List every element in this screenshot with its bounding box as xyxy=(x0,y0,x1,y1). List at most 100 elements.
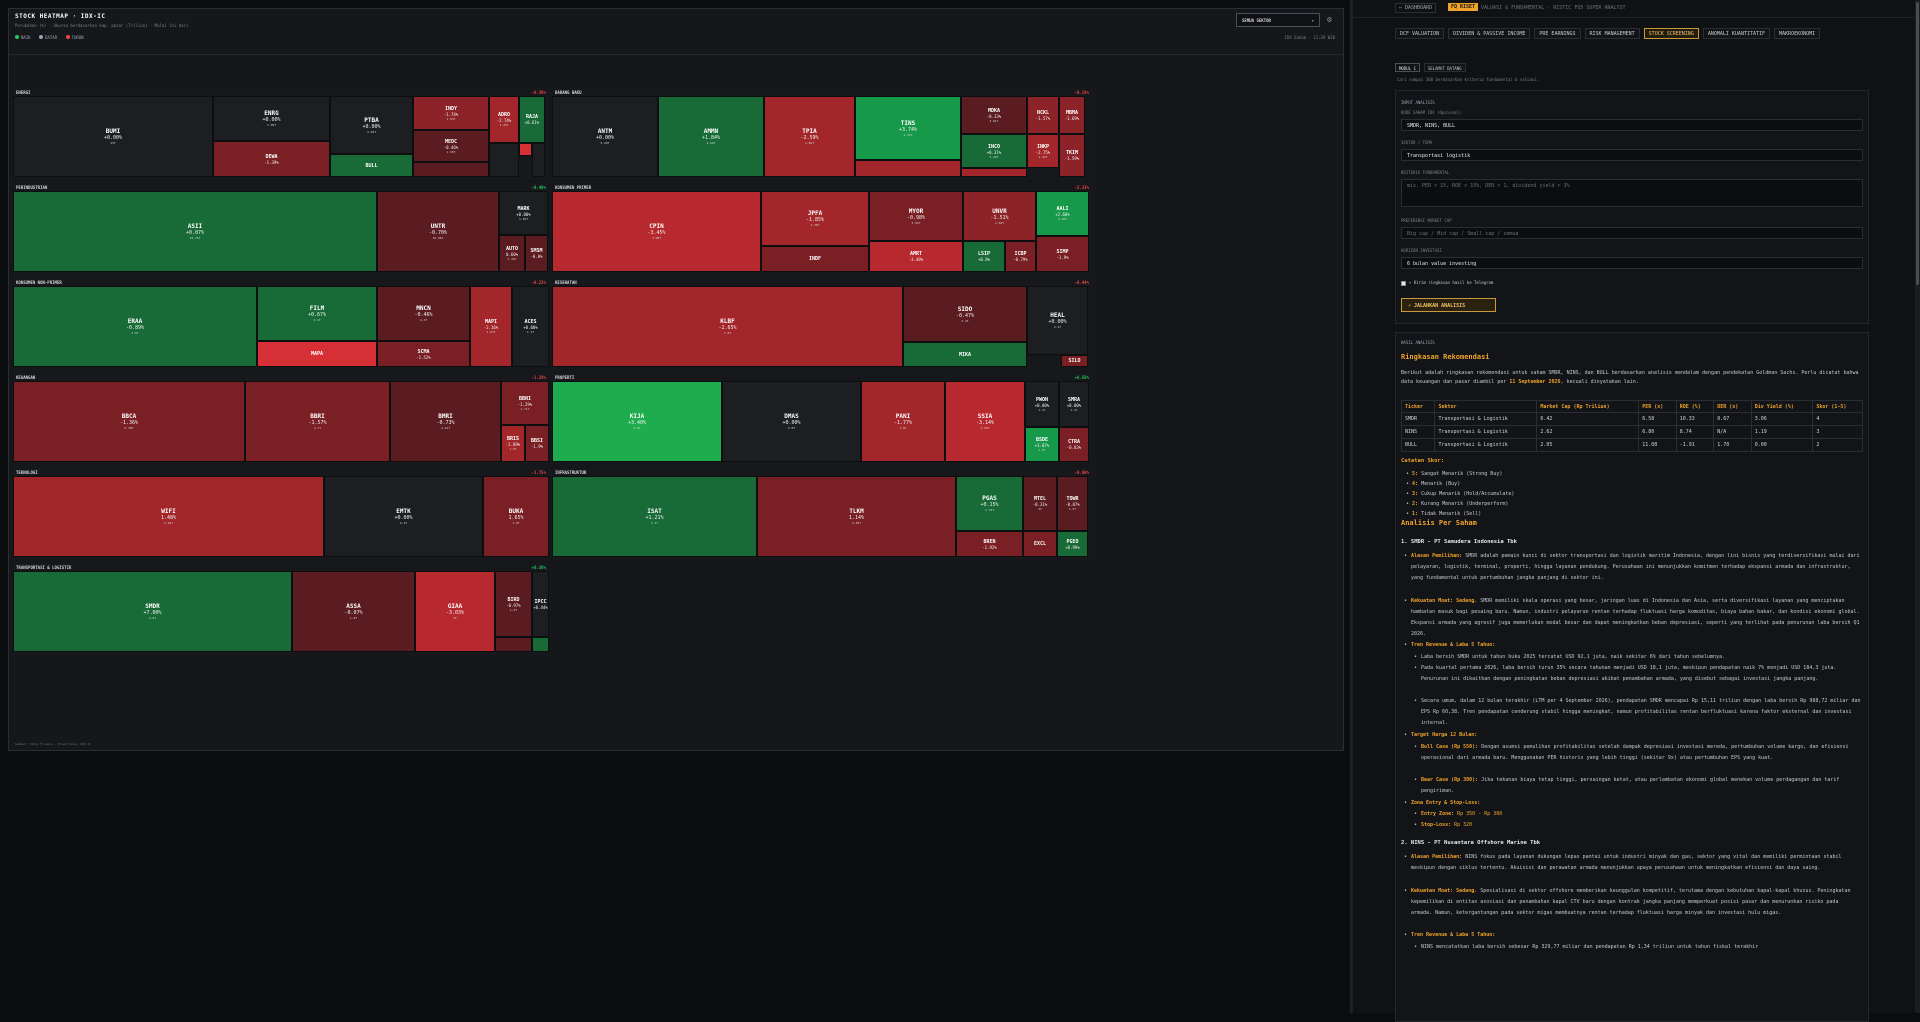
stock-tile[interactable]: ACES +0.00% 1.1T xyxy=(512,286,549,367)
stock-tile[interactable]: SMRA +0.00% 1.1T xyxy=(1059,381,1089,427)
stock-tile[interactable]: MEDC -0.46% 1.50T xyxy=(413,130,489,162)
stock-tile[interactable]: MDKA -0.33% 2.81T xyxy=(961,96,1027,134)
stock-tile[interactable]: SCMA -1.52% xyxy=(377,341,470,367)
stock-tile[interactable]: SMDR +7.00% 4.8T xyxy=(13,571,292,652)
stock-tile[interactable]: SMSM -0.0% xyxy=(525,235,548,272)
stock-tile[interactable]: AMRT -3.48% xyxy=(869,241,963,272)
panel-divider[interactable] xyxy=(1350,0,1353,1013)
tab-makroekonomi[interactable]: MAKROEKONOMI xyxy=(1774,28,1821,39)
stock-tile[interactable]: MARK +0.00% 1.69T xyxy=(499,191,548,235)
stock-tile[interactable]: CTRA -0.83% xyxy=(1059,427,1089,462)
stock-tile[interactable] xyxy=(961,168,1027,177)
stock-tile[interactable]: ERAA -0.89% 3.6T xyxy=(13,286,257,367)
telegram-checkbox[interactable] xyxy=(1401,280,1406,286)
stock-tile[interactable]: TPIA -2.59% 1.86T xyxy=(764,96,855,177)
stock-tile[interactable]: INCO +0.31% 2.26T xyxy=(961,134,1027,168)
sector-select[interactable]: ▾ SEMUA SEKTOR xyxy=(1236,13,1320,27)
stock-tile[interactable]: FILM +0.67% 3.1T xyxy=(257,286,377,341)
stock-tile[interactable]: TLKM 1.14% 4.40T xyxy=(757,476,956,557)
tab-anomali-kuantitatif[interactable]: ANOMALI KUANTITATIF xyxy=(1702,28,1771,39)
dashboard-back-link[interactable]: ← DASHBOARD xyxy=(1395,3,1437,13)
stock-tile[interactable] xyxy=(532,637,549,652)
stock-tile[interactable]: AMMN +1.84% 4.66T xyxy=(658,96,764,177)
stock-tile[interactable]: INKP -2.75% 1.36T xyxy=(1027,134,1059,168)
stock-tile[interactable]: DMAS +0.00% 2.8T xyxy=(722,381,861,462)
stock-tile[interactable]: EMTK +0.00% 6.4T xyxy=(324,476,483,557)
stock-tile[interactable]: PGEO +0.99% xyxy=(1057,531,1088,557)
run-analysis-button[interactable]: ⚡ JALANKAN ANALISIS xyxy=(1401,298,1496,312)
stock-tile[interactable] xyxy=(495,637,532,652)
stock-tile[interactable]: ISAT +1.21% 3.1T xyxy=(552,476,757,557)
stock-tile[interactable]: SSIA -3.14% 2.59T xyxy=(945,381,1025,462)
stock-tile[interactable]: TKIM -1.59% xyxy=(1059,134,1085,177)
subtab-modul-1[interactable]: MODUL 1 xyxy=(1395,63,1420,72)
stock-tile[interactable]: IPCC +0.44% xyxy=(532,571,549,637)
marketcap-input[interactable]: Big cap / Mid cap / Small cap / semua xyxy=(1401,227,1863,239)
stock-tile[interactable]: KLBF -2.65% 7.8T xyxy=(552,286,903,367)
stock-tile[interactable]: AUTO 0.60% 1.49T xyxy=(499,235,525,272)
stock-tile[interactable]: MYOR -0.98% 3.95T xyxy=(869,191,963,241)
stock-tile[interactable]: PTBA +0.00% 3.69T xyxy=(330,96,413,154)
stock-tile[interactable]: TINS +3.74% 4.50T xyxy=(855,96,961,160)
sector-input[interactable]: Transportasi logistik xyxy=(1401,149,1863,161)
tab-stock-screening[interactable]: STOCK SCREENING xyxy=(1643,28,1699,39)
stock-tile[interactable]: AALI +2.60% 2.48T xyxy=(1036,191,1089,236)
stock-tile[interactable]: BBCA -1.36% 6.38T xyxy=(13,381,245,462)
tab-pre-earnings[interactable]: PRE EARNINGS xyxy=(1534,28,1581,39)
stock-tile[interactable]: SIMP -1.9% xyxy=(1036,236,1089,272)
subtab-selamat-datang[interactable]: SELAMAT DATANG xyxy=(1423,63,1466,72)
stock-tile[interactable]: ADRO -2.74% 1.45T xyxy=(489,96,519,143)
stock-tile[interactable]: BREN -1.92% xyxy=(956,531,1023,557)
stock-tile[interactable]: JPFA -1.85% 2.38T xyxy=(761,191,869,246)
stock-tile[interactable]: UNTR -0.70% 10.96T xyxy=(377,191,499,272)
stock-tile[interactable]: PWON +0.00% 1.1T xyxy=(1025,381,1059,427)
stock-tile[interactable]: ANTM +0.00% 5.20T xyxy=(552,96,658,177)
stock-tile[interactable]: MNCN -0.46% 4.2T xyxy=(377,286,470,341)
stock-tile[interactable] xyxy=(413,162,489,177)
stock-tile[interactable] xyxy=(519,143,532,156)
panel-scrollbar[interactable] xyxy=(1915,0,1920,1013)
stock-tile[interactable]: INDY -1.74% 1.63T xyxy=(413,96,489,130)
tab-dcf-valuation[interactable]: DCF VALUATION xyxy=(1395,28,1445,39)
stock-tile[interactable]: ASII +0.07% 22.76T xyxy=(13,191,377,272)
stock-tile[interactable]: TOWR -0.87% 1.5T xyxy=(1057,476,1088,531)
stock-tile[interactable]: PANI -1.77% 1.8T xyxy=(861,381,945,462)
stock-tile[interactable]: MAPA xyxy=(257,341,377,367)
stock-tile[interactable]: BBNI -1.29% 1.71T xyxy=(501,381,549,425)
settings-gear-icon[interactable]: ⚙ xyxy=(1327,15,1332,24)
stock-tile[interactable]: BUKA 1.65% 1.0T xyxy=(483,476,549,557)
stock-tile[interactable]: ENRG +0.00% 1.09T xyxy=(213,96,330,141)
stock-tile[interactable]: BIRD -0.97% 1.0T xyxy=(495,571,532,637)
horizon-input[interactable]: 6 bulan value investing xyxy=(1401,257,1863,269)
stock-tile[interactable] xyxy=(532,143,545,177)
stock-tile[interactable]: GIAA -3.03% 3T xyxy=(415,571,495,652)
stock-tile[interactable]: PGAS +0.15% 1.70T xyxy=(956,476,1023,531)
stock-tile[interactable]: SIDO -0.47% 3.4T xyxy=(903,286,1027,342)
stock-tile[interactable]: DEWA -1.39% xyxy=(213,141,330,177)
tab-dividen-passive-income[interactable]: DIVIDEN & PASSIVE INCOME xyxy=(1448,28,1531,39)
stock-tile[interactable]: BMRI -0.73% 4.24T xyxy=(390,381,501,462)
stock-tile[interactable]: MTEL -0.31% 3T xyxy=(1023,476,1057,531)
ticker-input[interactable]: SMDR, NINS, BULL xyxy=(1401,119,1863,131)
stock-tile[interactable]: HEAL +0.00% 2.2T xyxy=(1027,286,1088,355)
stock-tile[interactable]: BULL xyxy=(330,154,413,177)
stock-tile[interactable]: KIJA +3.40% 3.8T xyxy=(552,381,722,462)
stock-tile[interactable]: EXCL xyxy=(1023,531,1057,557)
stock-tile[interactable]: ICBP -0.79% xyxy=(1005,241,1036,272)
stock-tile[interactable]: BRIS -2.89% 1.0T xyxy=(501,425,525,462)
stock-tile[interactable]: BUMI +0.00% 33T xyxy=(13,96,213,177)
stock-tile[interactable]: BSDE +1.07% 1.0T xyxy=(1025,427,1059,462)
stock-tile[interactable] xyxy=(489,143,519,177)
stock-tile[interactable]: MAPI -2.16% 1.63T xyxy=(470,286,512,367)
stock-tile[interactable]: BBSI -1.9% xyxy=(525,425,549,462)
criteria-textarea[interactable]: mis. PER < 15, ROE > 15%, DER < 1, divid… xyxy=(1401,179,1863,207)
stock-tile[interactable]: UNVR -1.51% 1.69T xyxy=(963,191,1036,241)
stock-tile[interactable]: RAJA +0.61% xyxy=(519,96,545,143)
scrollbar-thumb[interactable] xyxy=(1916,2,1919,285)
stock-tile[interactable]: MBMA -1.69% xyxy=(1059,96,1085,134)
stock-tile[interactable] xyxy=(855,160,961,177)
tab-risk-management[interactable]: RISK MANAGEMENT xyxy=(1584,28,1640,39)
stock-tile[interactable]: ASSA -0.07% 1.8T xyxy=(292,571,415,652)
stock-tile[interactable]: INDF xyxy=(761,246,869,272)
telegram-checkbox-row[interactable]: ✈ Kirim ringkasan hasil ke Telegram xyxy=(1401,280,1493,286)
